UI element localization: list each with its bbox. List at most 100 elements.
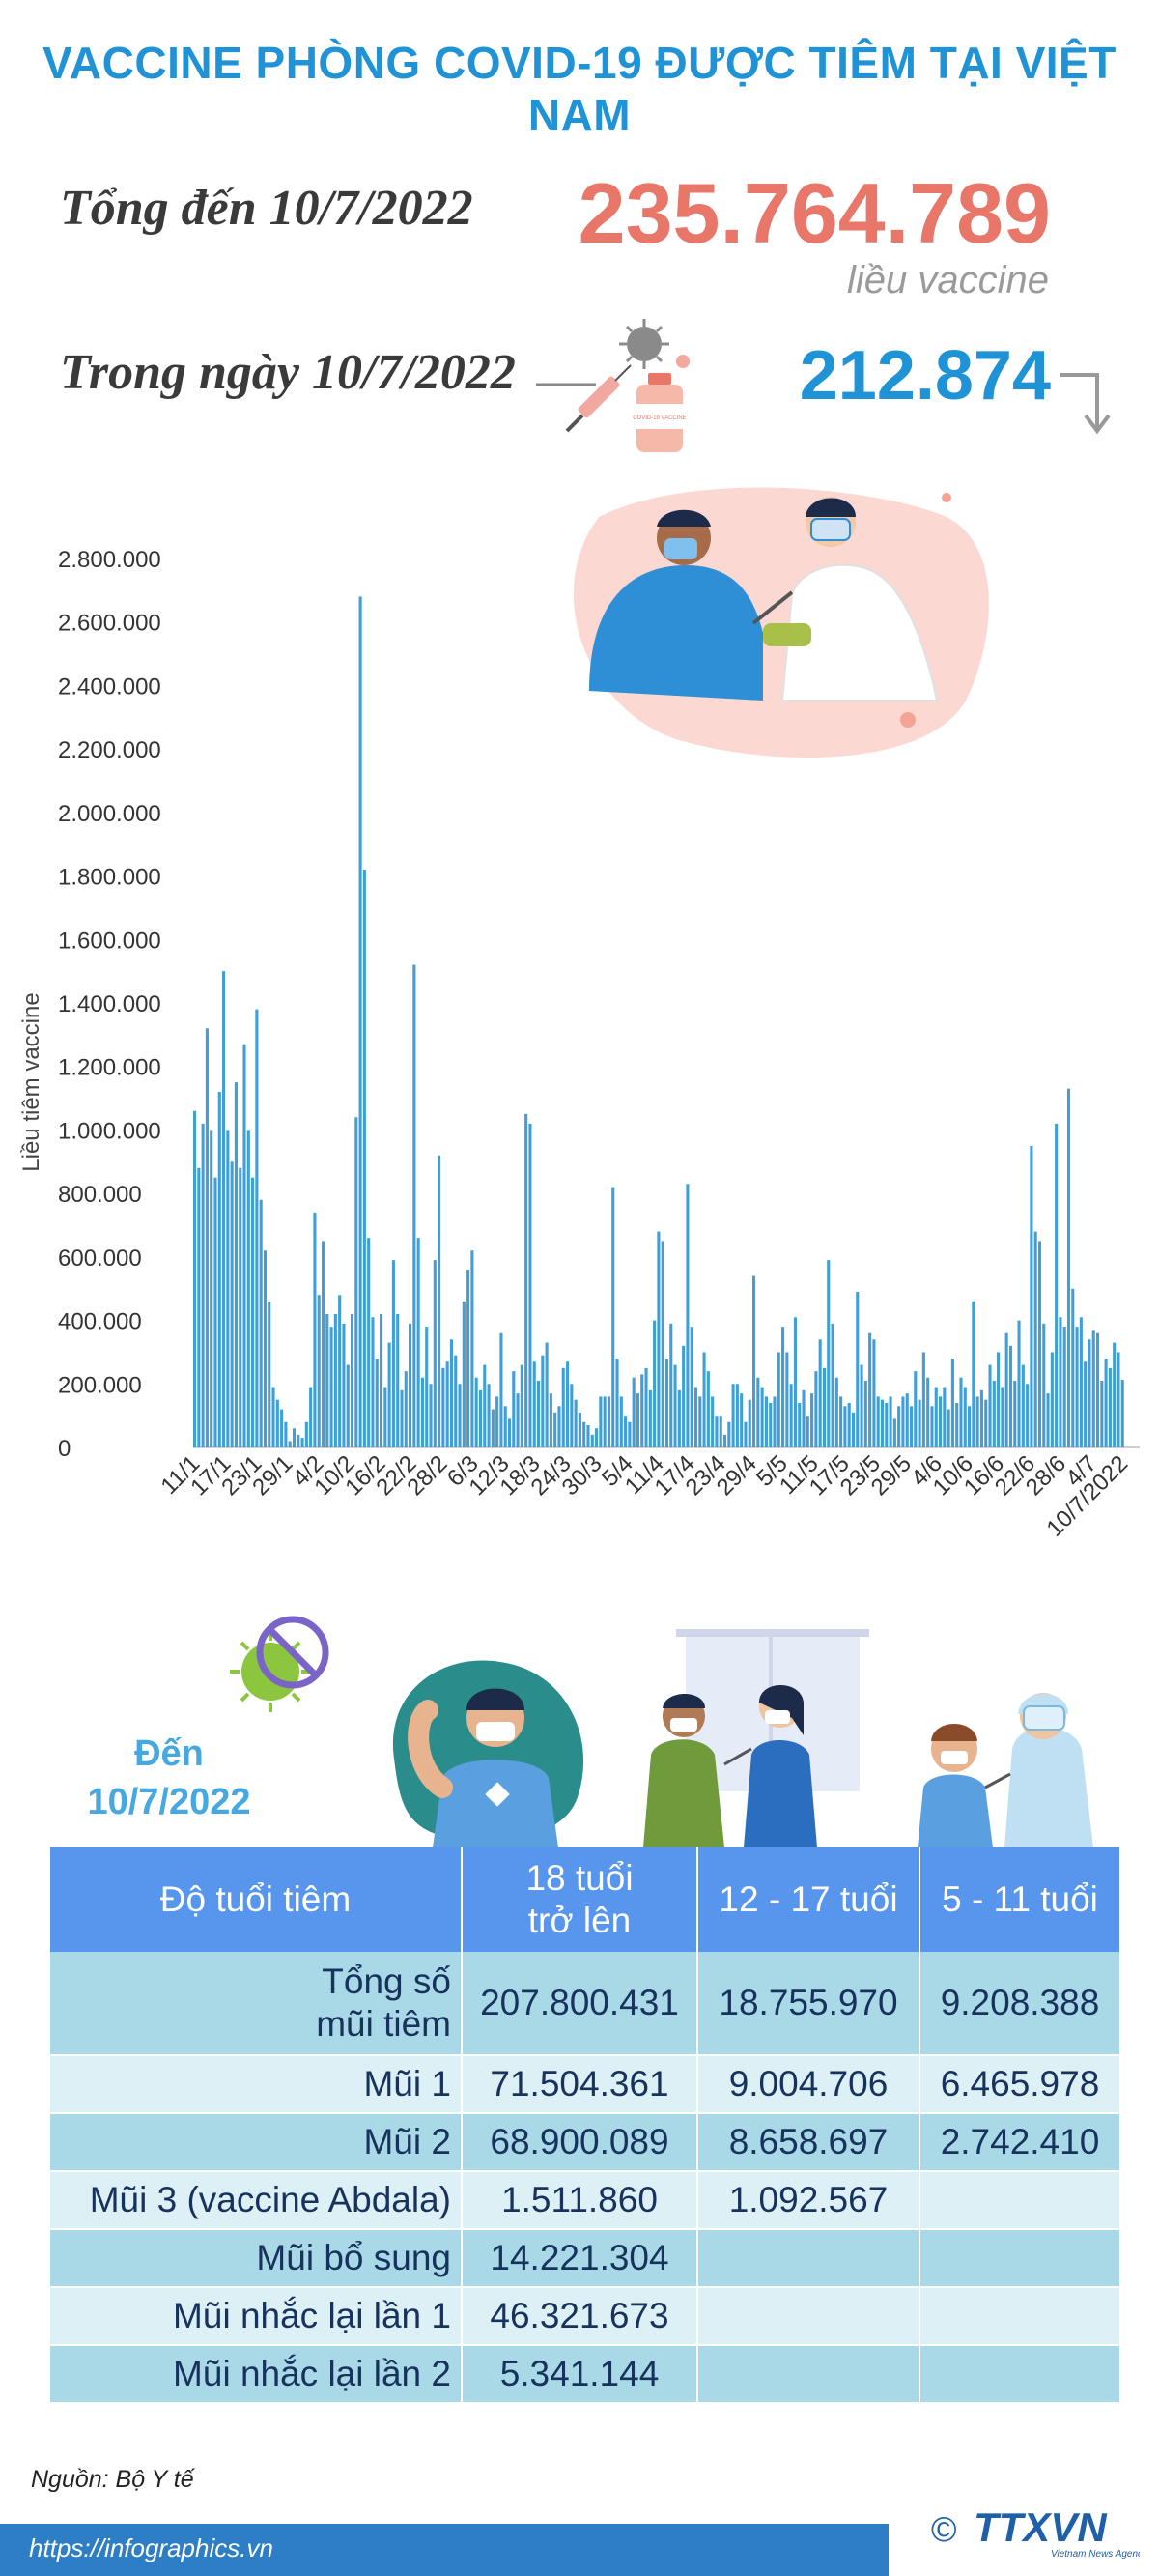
- bar: [309, 1387, 313, 1447]
- day-label: Trong ngày 10/7/2022: [60, 345, 516, 400]
- bar: [495, 1396, 499, 1447]
- bar: [934, 1387, 938, 1447]
- y-axis-label: Liều tiêm vaccine: [18, 992, 44, 1171]
- bar: [856, 1292, 860, 1447]
- bar: [827, 1260, 831, 1447]
- bar: [690, 1327, 693, 1447]
- bar: [664, 1359, 669, 1447]
- bar: [288, 1441, 292, 1447]
- bar: [458, 1384, 462, 1447]
- bar: [358, 596, 362, 1447]
- cell-adult: 207.800.431: [462, 1952, 698, 2056]
- bar: [292, 1428, 297, 1447]
- bar: [350, 1314, 354, 1447]
- bar: [926, 1377, 930, 1447]
- syringe-icon: [565, 364, 632, 433]
- bar: [300, 1438, 304, 1447]
- bar: [566, 1361, 570, 1447]
- table-row: Mũi nhắc lại lần 1 46.321.673: [50, 2287, 1121, 2346]
- bar: [578, 1412, 581, 1447]
- bar: [1075, 1327, 1079, 1447]
- bar: [329, 1327, 333, 1447]
- bar: [1001, 1387, 1004, 1447]
- bar: [1088, 1339, 1091, 1447]
- bar: [640, 1374, 644, 1447]
- bar: [528, 1123, 532, 1447]
- bar: [396, 1314, 400, 1447]
- bar: [375, 1359, 379, 1447]
- bar: [425, 1327, 429, 1447]
- bar: [1108, 1367, 1112, 1447]
- header-adult: 18 tuổi trở lên: [462, 1847, 698, 1952]
- bar: [909, 1406, 914, 1447]
- bar: [834, 1377, 838, 1447]
- bar: [992, 1381, 996, 1447]
- cell-child: [919, 2345, 1121, 2404]
- bar: [268, 1301, 271, 1447]
- bar: [391, 1260, 395, 1447]
- bar: [806, 1416, 809, 1447]
- bar: [346, 1364, 350, 1447]
- bar: [781, 1327, 785, 1447]
- bar: [1062, 1327, 1066, 1447]
- bar: [1104, 1359, 1108, 1447]
- y-tick-label: 2.400.000: [58, 673, 161, 700]
- bar: [968, 1406, 972, 1447]
- bar: [213, 1177, 217, 1447]
- bar: [503, 1406, 507, 1447]
- child-vaccination-illustration: [918, 1693, 1093, 1847]
- row-label-line1: Tổng số: [322, 1961, 451, 2001]
- header-adult-line1: 18 tuổi: [525, 1858, 634, 1898]
- cell-adult: 68.900.089: [462, 2113, 698, 2172]
- bar: [325, 1314, 329, 1447]
- bar: [860, 1364, 863, 1447]
- bar: [536, 1381, 541, 1447]
- bar: [441, 1367, 445, 1447]
- bar: [416, 1238, 420, 1447]
- bar: [1091, 1330, 1095, 1447]
- y-tick-label: 1.400.000: [58, 991, 161, 1017]
- row-label: Mũi 2: [50, 2113, 463, 2172]
- y-tick-label: 2.000.000: [58, 801, 161, 827]
- bar: [242, 1044, 246, 1447]
- bars: [193, 596, 1124, 1447]
- logo-subtitle: Vietnam News Agency: [1051, 2549, 1140, 2560]
- bar: [764, 1396, 768, 1447]
- bar: [793, 1317, 797, 1447]
- cell-adult: 46.321.673: [462, 2287, 698, 2346]
- footer-bar: [0, 2524, 889, 2576]
- cell-adult: 5.341.144: [462, 2345, 698, 2404]
- bar: [773, 1396, 777, 1447]
- bar: [516, 1393, 520, 1447]
- bar: [553, 1412, 557, 1447]
- bar: [1008, 1345, 1012, 1447]
- bar: [810, 1393, 814, 1447]
- bar: [462, 1301, 466, 1447]
- blocked-virus-icon: [230, 1616, 329, 1712]
- bar: [197, 1167, 201, 1447]
- website-link[interactable]: https://infographics.vn: [29, 2533, 273, 2562]
- x-axis-ticks: 11/117/123/129/14/210/216/222/228/26/312…: [155, 1450, 1133, 1542]
- bar: [822, 1367, 826, 1447]
- table-row: Mũi 2 68.900.089 8.658.697 2.742.410: [50, 2113, 1121, 2172]
- bar: [507, 1418, 512, 1447]
- y-tick-label: 600.000: [58, 1245, 142, 1272]
- bar: [1037, 1241, 1042, 1447]
- bar: [1030, 1145, 1033, 1447]
- row-label: Mũi bổ sung: [50, 2229, 463, 2288]
- bar: [636, 1393, 639, 1447]
- bar: [1095, 1332, 1100, 1447]
- bar: [818, 1339, 822, 1447]
- bar: [371, 1317, 375, 1447]
- bar: [619, 1396, 623, 1447]
- bar: [445, 1361, 449, 1447]
- y-tick-label: 1.200.000: [58, 1055, 161, 1081]
- bar: [847, 1403, 851, 1447]
- bar: [988, 1364, 992, 1447]
- bar: [570, 1384, 574, 1447]
- bar: [984, 1399, 988, 1447]
- cell-adult: 1.511.860: [462, 2171, 698, 2230]
- bar: [657, 1231, 661, 1447]
- syringe-vial-illustration: COVID-19 VACCINE: [536, 319, 690, 452]
- bar: [769, 1403, 773, 1447]
